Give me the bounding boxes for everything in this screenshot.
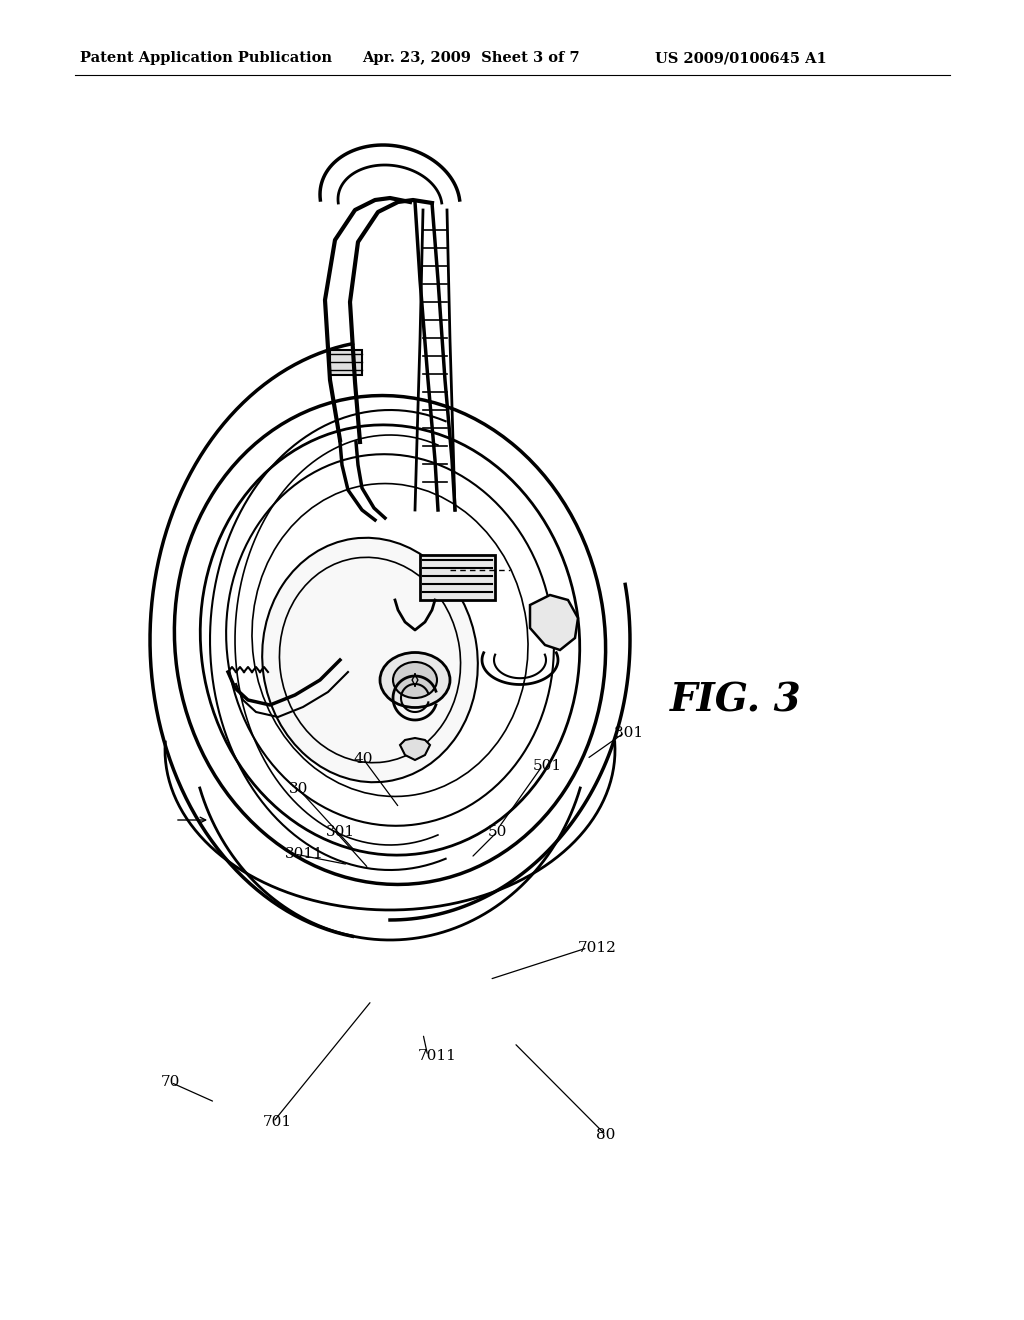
Text: 7012: 7012	[578, 941, 616, 954]
Text: 50: 50	[487, 825, 507, 838]
Ellipse shape	[393, 663, 437, 698]
Text: Patent Application Publication: Patent Application Publication	[80, 51, 332, 65]
Polygon shape	[400, 738, 430, 760]
Text: 301: 301	[326, 825, 354, 838]
Text: 3011: 3011	[285, 847, 324, 861]
Text: 701: 701	[263, 1115, 292, 1129]
Bar	[330, 350, 362, 375]
Text: 801: 801	[614, 726, 643, 739]
Text: FIG. 3: FIG. 3	[670, 681, 802, 719]
Bar	[420, 554, 495, 601]
Text: 501: 501	[532, 759, 561, 772]
Ellipse shape	[380, 652, 450, 708]
Text: 40: 40	[353, 752, 373, 766]
Text: Apr. 23, 2009  Sheet 3 of 7: Apr. 23, 2009 Sheet 3 of 7	[362, 51, 580, 65]
Ellipse shape	[262, 537, 478, 783]
Polygon shape	[530, 595, 578, 649]
Text: 7011: 7011	[418, 1049, 457, 1063]
Text: US 2009/0100645 A1: US 2009/0100645 A1	[655, 51, 826, 65]
Text: 70: 70	[161, 1076, 180, 1089]
Text: 80: 80	[596, 1129, 615, 1142]
Text: 30: 30	[289, 783, 308, 796]
